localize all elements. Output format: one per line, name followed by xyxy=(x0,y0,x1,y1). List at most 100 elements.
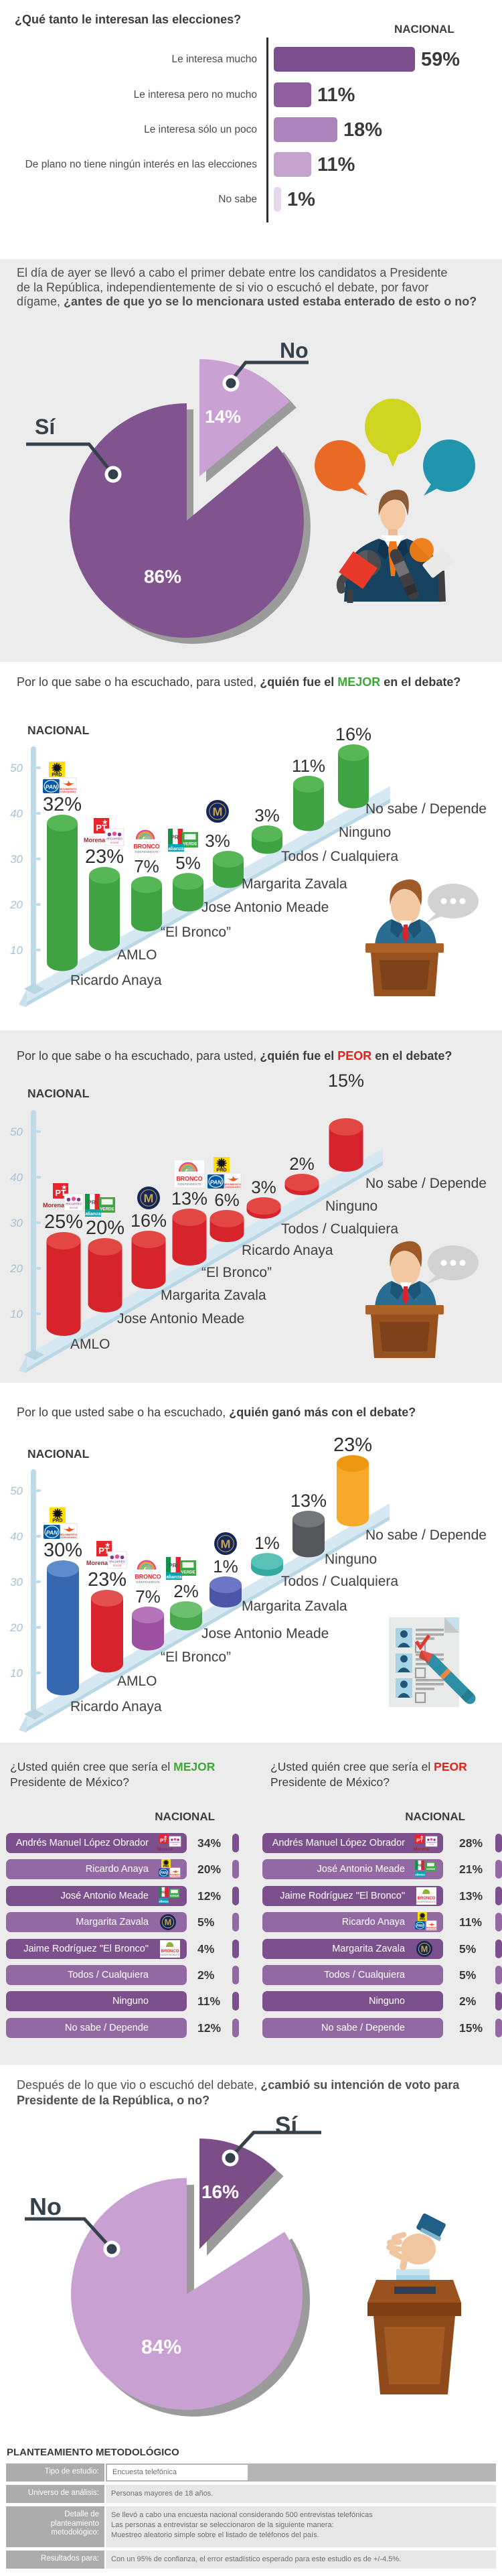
svg-text:alianza: alianza xyxy=(159,1899,169,1903)
svg-text:INDEPENDIENTE: INDEPENDIENTE xyxy=(136,1580,160,1584)
svg-text:5%: 5% xyxy=(175,853,201,873)
svg-text:Ninguno: Ninguno xyxy=(325,1199,378,1214)
svg-text:No sabe / Depende: No sabe / Depende xyxy=(365,1176,487,1191)
svg-text:PAN: PAN xyxy=(46,1529,58,1536)
svg-text:alianza: alianza xyxy=(166,1575,181,1580)
svg-text:VERDE: VERDE xyxy=(170,1894,179,1897)
svg-text:BRONCO: BRONCO xyxy=(161,1950,179,1954)
svg-text:No: No xyxy=(29,2193,62,2220)
svg-text:20: 20 xyxy=(9,1621,23,1634)
svg-text:CIUDADANO: CIUDADANO xyxy=(426,1928,436,1930)
svg-text:“El Bronco”: “El Bronco” xyxy=(201,1265,272,1280)
svg-text:PRD: PRD xyxy=(163,1865,169,1868)
svg-text:PRD: PRD xyxy=(52,771,62,777)
svg-text:PRI: PRI xyxy=(161,1891,167,1895)
svg-text:PAN: PAN xyxy=(416,1924,424,1928)
svg-text:Jose Antonio Meade: Jose Antonio Meade xyxy=(201,900,329,915)
svg-text:14%: 14% xyxy=(205,407,241,427)
svg-text:encuentro: encuentro xyxy=(106,837,122,841)
svg-text:2%: 2% xyxy=(173,1581,199,1601)
svg-text:Jose Antonio Meade: Jose Antonio Meade xyxy=(201,1626,329,1641)
svg-text:PAN: PAN xyxy=(46,783,58,790)
svg-text:No sabe / Depende: No sabe / Depende xyxy=(365,801,487,817)
svg-text:7%: 7% xyxy=(135,1586,161,1607)
svg-text:encuentro: encuentro xyxy=(426,1841,436,1844)
svg-text:M: M xyxy=(221,1538,231,1551)
svg-text:CIUDADANO: CIUDADANO xyxy=(170,1875,179,1877)
svg-text:BRONCO: BRONCO xyxy=(133,843,159,850)
svg-text:CIUDADANO: CIUDADANO xyxy=(61,1536,77,1539)
svg-text:PRI: PRI xyxy=(417,1865,423,1869)
svg-text:alianza: alianza xyxy=(415,1873,425,1876)
svg-text:BRONCO: BRONCO xyxy=(418,1897,436,1901)
svg-text:23%: 23% xyxy=(333,1434,372,1456)
svg-text:3%: 3% xyxy=(254,805,280,825)
svg-text:50: 50 xyxy=(10,1126,23,1138)
svg-text:86%: 86% xyxy=(144,566,181,587)
svg-text:encuentro: encuentro xyxy=(109,1560,125,1564)
svg-text:30%: 30% xyxy=(44,1540,82,1561)
svg-text:84%: 84% xyxy=(141,2336,181,2358)
svg-text:Margarita Zavala: Margarita Zavala xyxy=(242,1599,347,1614)
svg-text:AMLO: AMLO xyxy=(70,1337,110,1352)
svg-text:20: 20 xyxy=(9,898,23,911)
svg-text:13%: 13% xyxy=(290,1491,327,1511)
svg-text:PT: PT xyxy=(55,1189,66,1198)
svg-text:10: 10 xyxy=(10,1308,23,1320)
svg-text:13%: 13% xyxy=(171,1189,207,1209)
svg-text:Ricardo Anaya: Ricardo Anaya xyxy=(242,1243,333,1258)
svg-text:PT: PT xyxy=(98,1546,109,1556)
svg-text:Todos / Cualquiera: Todos / Cualquiera xyxy=(281,1574,398,1589)
svg-text:PT: PT xyxy=(416,1838,423,1844)
svg-text:Morena: Morena xyxy=(43,1202,65,1209)
svg-text:INDEPENDIENTE: INDEPENDIENTE xyxy=(135,850,159,854)
svg-text:Morena: Morena xyxy=(157,1847,173,1852)
svg-text:M: M xyxy=(144,1192,154,1205)
svg-text:social: social xyxy=(429,1843,434,1846)
svg-text:Ninguno: Ninguno xyxy=(325,1552,377,1567)
svg-text:★: ★ xyxy=(102,819,108,827)
svg-text:social: social xyxy=(110,841,118,845)
svg-text:3%: 3% xyxy=(251,1177,276,1197)
svg-text:1%: 1% xyxy=(254,1533,280,1553)
svg-text:16%: 16% xyxy=(201,2181,239,2202)
svg-text:Todos / Cualquiera: Todos / Cualquiera xyxy=(281,1221,398,1237)
svg-text:1%: 1% xyxy=(213,1556,238,1576)
svg-text:MOVIMIENTO: MOVIMIENTO xyxy=(60,1533,77,1536)
svg-text:BRONCO: BRONCO xyxy=(176,1175,202,1182)
svg-text:20%: 20% xyxy=(86,1217,124,1239)
svg-text:Sí: Sí xyxy=(35,415,56,439)
svg-text:40: 40 xyxy=(10,1530,23,1543)
svg-text:Morena: Morena xyxy=(414,1847,430,1852)
svg-text:Morena: Morena xyxy=(86,1560,108,1566)
svg-text:PRD: PRD xyxy=(216,1166,226,1172)
svg-text:★: ★ xyxy=(61,1184,67,1192)
svg-text:20: 20 xyxy=(9,1262,23,1275)
svg-text:32%: 32% xyxy=(43,794,82,815)
svg-text:16%: 16% xyxy=(335,724,371,744)
svg-text:MOVIMIENTO: MOVIMIENTO xyxy=(426,1927,436,1929)
svg-text:“El Bronco”: “El Bronco” xyxy=(161,925,231,940)
svg-text:Margarita Zavala: Margarita Zavala xyxy=(242,876,347,892)
svg-text:BRONCO: BRONCO xyxy=(135,1573,161,1580)
svg-text:7%: 7% xyxy=(134,856,159,876)
svg-text:11%: 11% xyxy=(292,756,325,776)
svg-text:40: 40 xyxy=(10,1171,23,1184)
svg-text:Morena: Morena xyxy=(84,837,106,843)
svg-text:23%: 23% xyxy=(85,846,124,868)
svg-text:23%: 23% xyxy=(88,1569,127,1590)
svg-text:VERDE: VERDE xyxy=(183,842,197,847)
svg-text:MOVIMIENTO: MOVIMIENTO xyxy=(60,787,76,791)
svg-text:PRI: PRI xyxy=(88,1199,97,1206)
svg-text:PRD: PRD xyxy=(52,1517,62,1523)
svg-text:30: 30 xyxy=(10,853,23,866)
svg-text:M: M xyxy=(165,1918,172,1927)
svg-text:25%: 25% xyxy=(44,1211,83,1233)
svg-text:VERDE: VERDE xyxy=(100,1207,114,1212)
svg-text:30: 30 xyxy=(10,1217,23,1229)
svg-text:10: 10 xyxy=(10,1667,23,1680)
svg-text:2%: 2% xyxy=(289,1154,315,1174)
svg-text:PT: PT xyxy=(96,823,106,833)
svg-text:50: 50 xyxy=(10,1485,23,1497)
svg-text:16%: 16% xyxy=(131,1211,167,1231)
